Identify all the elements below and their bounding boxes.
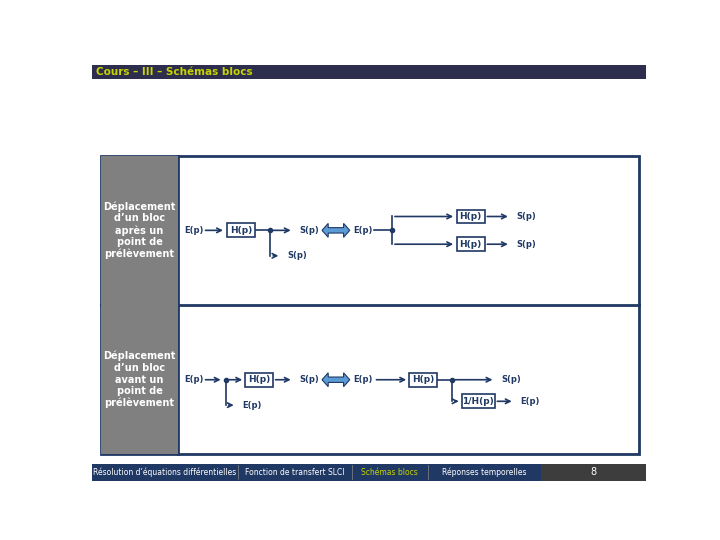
FancyBboxPatch shape (409, 373, 437, 387)
Text: S(p): S(p) (517, 240, 536, 249)
Text: E(p): E(p) (521, 397, 540, 406)
Text: H(p): H(p) (459, 240, 482, 249)
Text: 8: 8 (591, 467, 597, 477)
FancyBboxPatch shape (101, 156, 178, 305)
Text: Cours – III – Schémas blocs: Cours – III – Schémas blocs (96, 67, 252, 77)
Text: S(p): S(p) (300, 375, 320, 384)
FancyBboxPatch shape (541, 464, 647, 481)
Text: Réponses temporelles: Réponses temporelles (442, 468, 527, 477)
Text: S(p): S(p) (300, 226, 320, 235)
Text: S(p): S(p) (287, 251, 307, 260)
Text: H(p): H(p) (248, 375, 270, 384)
FancyBboxPatch shape (456, 210, 485, 224)
Text: E(p): E(p) (353, 226, 372, 235)
FancyBboxPatch shape (462, 394, 495, 408)
Text: S(p): S(p) (517, 212, 536, 221)
Text: Fonction de transfert SLCI: Fonction de transfert SLCI (246, 468, 345, 477)
Text: H(p): H(p) (412, 375, 434, 384)
Text: Schémas blocs: Schémas blocs (361, 468, 418, 477)
FancyBboxPatch shape (92, 65, 647, 79)
Text: Résolution d’équations différentielles: Résolution d’équations différentielles (94, 468, 237, 477)
Text: E(p): E(p) (243, 401, 262, 410)
Polygon shape (322, 373, 350, 387)
FancyBboxPatch shape (101, 156, 639, 455)
Text: E(p): E(p) (353, 375, 372, 384)
FancyBboxPatch shape (245, 373, 273, 387)
Text: H(p): H(p) (459, 212, 482, 221)
Text: S(p): S(p) (501, 375, 521, 384)
Text: E(p): E(p) (184, 226, 203, 235)
Text: Déplacement
d’un bloc
après un
point de
prélèvement: Déplacement d’un bloc après un point de … (104, 201, 176, 259)
Text: Déplacement
d’un bloc
avant un
point de
prélèvement: Déplacement d’un bloc avant un point de … (104, 351, 176, 408)
FancyBboxPatch shape (456, 237, 485, 251)
FancyBboxPatch shape (92, 464, 647, 481)
FancyBboxPatch shape (101, 305, 178, 455)
FancyBboxPatch shape (228, 224, 255, 237)
Text: H(p): H(p) (230, 226, 252, 235)
Polygon shape (322, 224, 350, 237)
Text: 1/H(p): 1/H(p) (462, 397, 494, 406)
Text: E(p): E(p) (184, 375, 203, 384)
